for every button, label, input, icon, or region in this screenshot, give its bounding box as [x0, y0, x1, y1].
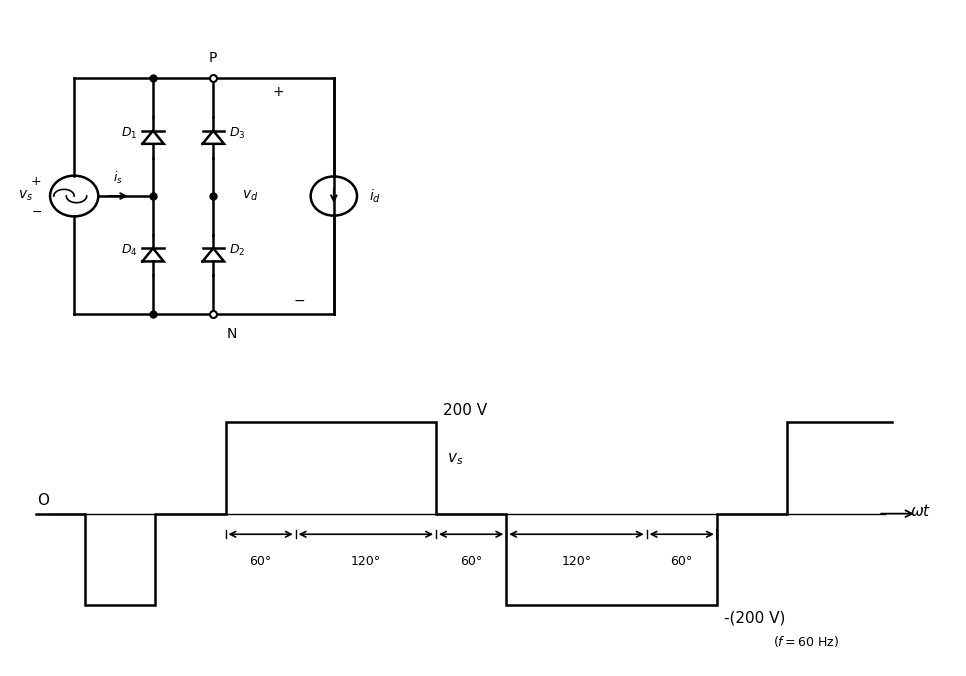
Text: +: +	[272, 85, 284, 99]
Text: +: +	[31, 174, 42, 188]
Text: $\omega t$: $\omega t$	[910, 504, 931, 519]
Text: 60°: 60°	[460, 555, 482, 568]
Text: $v_s$: $v_s$	[446, 451, 463, 466]
Text: 120°: 120°	[561, 555, 591, 568]
Text: P: P	[209, 51, 217, 65]
Text: $i_d$: $i_d$	[369, 187, 381, 205]
Text: $D_3$: $D_3$	[229, 126, 245, 141]
Text: $-$: $-$	[31, 204, 42, 218]
Text: $D_4$: $D_4$	[121, 243, 137, 258]
Text: $i_s$: $i_s$	[113, 170, 123, 186]
Text: $D_2$: $D_2$	[229, 243, 245, 258]
Text: 200 V: 200 V	[443, 404, 487, 418]
Text: 120°: 120°	[351, 555, 381, 568]
Text: $v_s$: $v_s$	[18, 189, 33, 203]
Text: $-$: $-$	[293, 293, 305, 307]
Text: 60°: 60°	[249, 555, 271, 568]
Text: N: N	[226, 327, 237, 341]
Text: O: O	[37, 493, 49, 508]
Text: -(200 V): -(200 V)	[724, 610, 785, 626]
Text: $v_d$: $v_d$	[242, 189, 259, 203]
Text: $(f = 60$ Hz$)$: $(f = 60$ Hz$)$	[773, 634, 839, 649]
Text: $D_1$: $D_1$	[121, 126, 137, 141]
Text: 60°: 60°	[670, 555, 693, 568]
